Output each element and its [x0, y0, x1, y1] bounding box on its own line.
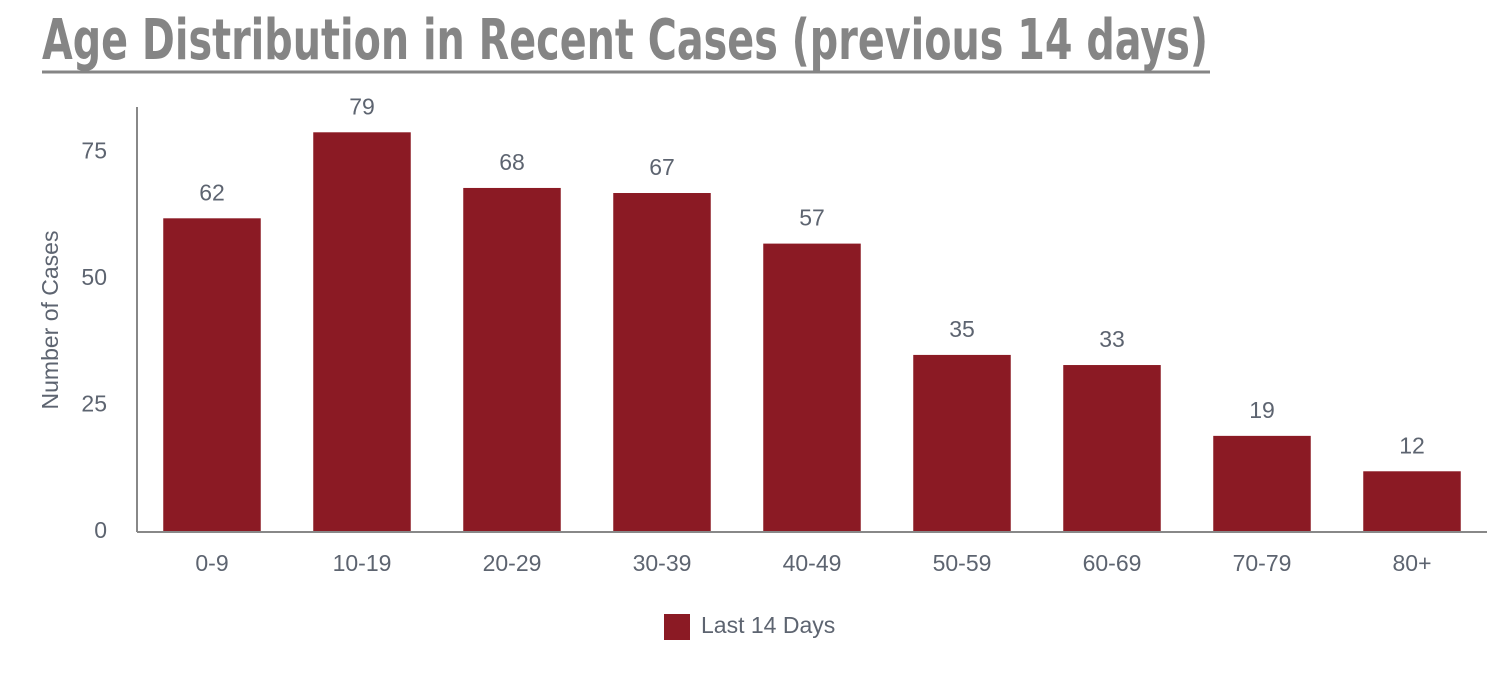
bar — [1363, 471, 1461, 532]
x-tick-label: 30-39 — [633, 550, 692, 576]
x-tick-label: 40-49 — [783, 550, 842, 576]
x-tick-label: 70-79 — [1233, 550, 1292, 576]
data-label: 57 — [799, 205, 825, 231]
bar — [463, 187, 561, 532]
bar — [1063, 365, 1161, 532]
data-label: 35 — [949, 316, 975, 342]
data-label: 79 — [349, 93, 375, 119]
y-tick-label: 50 — [81, 264, 107, 290]
y-tick-label: 25 — [81, 391, 107, 417]
x-tick-label: 0-9 — [195, 550, 228, 576]
bar — [613, 193, 711, 532]
x-tick-label: 20-29 — [483, 550, 542, 576]
data-label: 67 — [649, 154, 675, 180]
data-label: 12 — [1399, 432, 1425, 458]
bar — [913, 354, 1011, 532]
data-label: 19 — [1249, 397, 1275, 423]
data-label: 33 — [1099, 326, 1125, 352]
bar — [313, 132, 411, 533]
legend-label: Last 14 Days — [701, 612, 835, 638]
data-label: 68 — [499, 149, 525, 175]
y-axis-label: Number of Cases — [37, 231, 63, 410]
bar — [1213, 435, 1311, 532]
y-tick-label: 0 — [94, 517, 107, 543]
x-tick-label: 50-59 — [933, 550, 992, 576]
x-tick-label: 10-19 — [333, 550, 392, 576]
chart-title: Age Distribution in Recent Cases (previo… — [42, 8, 1208, 73]
legend-swatch — [664, 614, 690, 640]
bar — [763, 243, 861, 532]
x-tick-label: 80+ — [1392, 550, 1431, 576]
y-tick-label: 75 — [81, 138, 107, 164]
bar — [163, 218, 261, 533]
x-tick-label: 60-69 — [1083, 550, 1142, 576]
data-label: 62 — [199, 179, 225, 205]
